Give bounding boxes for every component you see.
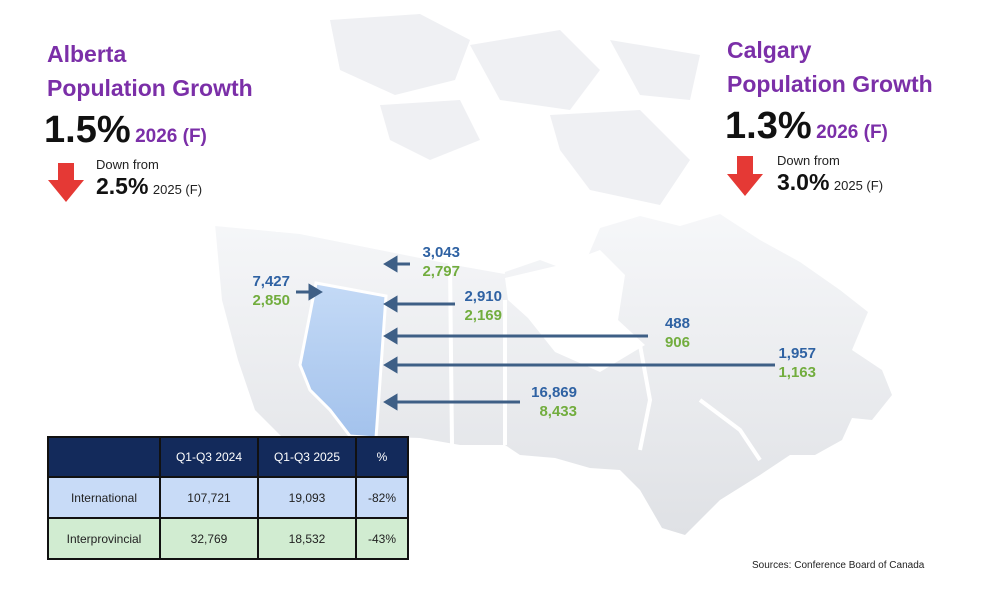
- calgary-previous-forecast: 2025 (F): [833, 178, 884, 193]
- flow-arrow-quebec: [383, 327, 648, 345]
- flow-arrow-atlantic: [383, 356, 775, 374]
- table-cell: 32,769: [159, 517, 259, 560]
- calgary-growth-value: 1.3%: [725, 105, 812, 147]
- migration-table: Q1-Q3 2024 Q1-Q3 2025 % International 10…: [47, 436, 409, 560]
- flow-label-british-columbia: 7,427 2,850: [252, 273, 290, 309]
- table-header-cell: %: [355, 436, 409, 478]
- flow-arrow-ontario: [383, 393, 520, 411]
- table-cell: 107,721: [159, 476, 259, 519]
- table-cell: -82%: [355, 476, 409, 519]
- flow-label-quebec: 488 906: [664, 315, 690, 351]
- table-row: Interprovincial 32,769 18,532 -43%: [47, 517, 409, 560]
- flow-arrows: [296, 255, 775, 411]
- arrow-down-icon: [48, 163, 84, 202]
- table-cell: Interprovincial: [47, 517, 161, 560]
- alberta-forecast-label: 2026 (F): [135, 126, 207, 147]
- arrow-down-icon: [727, 156, 763, 196]
- flow-arrow-british-columbia: [296, 283, 323, 301]
- table-cell: -43%: [355, 517, 409, 560]
- table-row: International 107,721 19,093 -82%: [47, 476, 409, 519]
- flow-label-atlantic: 1,957 1,163: [778, 345, 816, 381]
- alberta-highlight: [298, 281, 388, 440]
- provincial-borders: [214, 165, 762, 462]
- calgary-previous-value: 3.0%: [777, 169, 830, 195]
- alberta-growth-value: 1.5%: [44, 109, 131, 151]
- alberta-previous: 2.5% 2025 (F): [96, 173, 202, 200]
- table-cell: 18,532: [257, 517, 357, 560]
- alberta-previous-value: 2.5%: [96, 173, 149, 199]
- hudson-bay: [505, 250, 645, 372]
- calgary-growth: 1.3% 2026 (F): [725, 106, 888, 146]
- table-header-row: Q1-Q3 2024 Q1-Q3 2025 %: [47, 436, 409, 478]
- flow-label-territories: 3,043 2,797: [422, 244, 460, 280]
- flow-arrow-saskatchewan: [383, 295, 455, 313]
- arctic-islands: [330, 14, 700, 205]
- flow-label-saskatchewan: 2,910 2,169: [464, 288, 502, 324]
- alberta-growth: 1.5% 2026 (F): [44, 110, 207, 150]
- alberta-previous-forecast: 2025 (F): [152, 182, 203, 197]
- alberta-title: Alberta Population Growth: [47, 41, 253, 101]
- sources-note: Sources: Conference Board of Canada: [752, 560, 925, 571]
- calgary-down-from: Down from: [777, 153, 840, 168]
- calgary-forecast-label: 2026 (F): [816, 122, 888, 143]
- flow-arrow-territories: [383, 255, 410, 273]
- table-header-cell: Q1-Q3 2025: [257, 436, 357, 478]
- calgary-title: Calgary Population Growth: [727, 37, 933, 97]
- table-header-cell: [47, 436, 161, 478]
- table-header-cell: Q1-Q3 2024: [159, 436, 259, 478]
- table-cell: 19,093: [257, 476, 357, 519]
- calgary-previous: 3.0% 2025 (F): [777, 169, 883, 196]
- flow-label-ontario: 16,869 8,433: [531, 384, 577, 420]
- table-cell: International: [47, 476, 161, 519]
- alberta-down-from: Down from: [96, 157, 159, 172]
